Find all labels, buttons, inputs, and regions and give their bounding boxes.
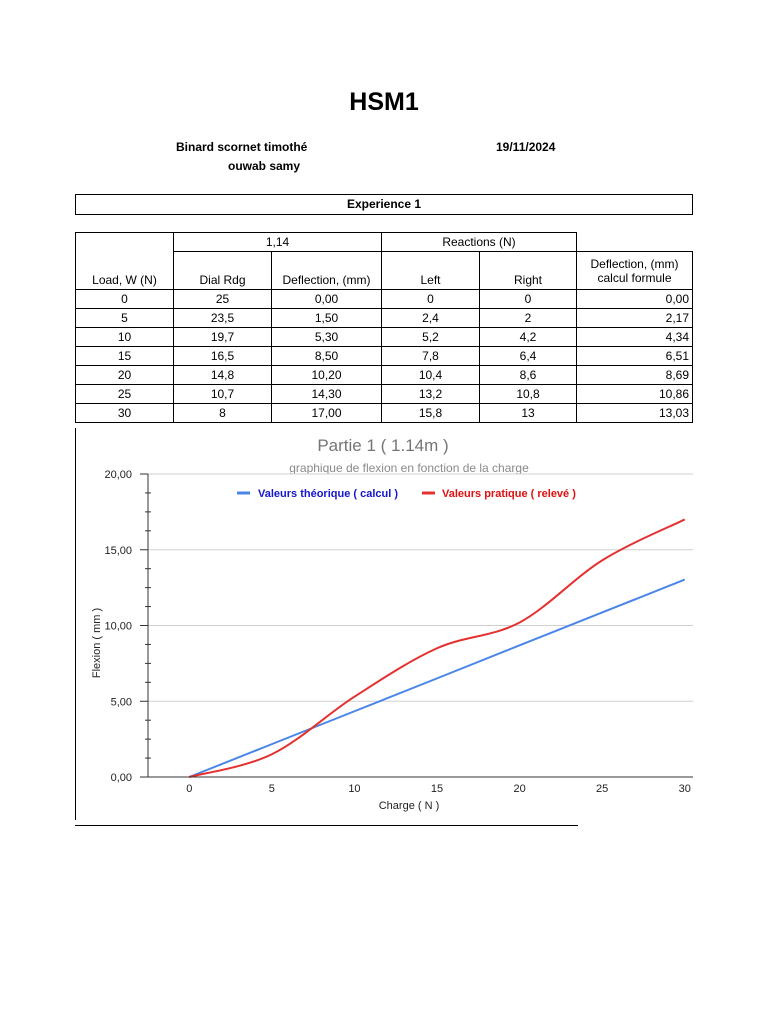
table-cell: 30 [75,403,174,423]
table-cell: 16,5 [173,346,272,366]
table-row: 25 10,7 14,30 13,2 10,8 10,86 [75,384,693,404]
x-tick-label: 10 [348,783,360,795]
table-cell: 15,8 [381,403,480,423]
grid-layer [148,473,693,702]
table-cell: 4,34 [576,327,693,347]
x-tick-label: 5 [269,783,275,795]
chart-bottom-border [75,825,578,826]
table-cell: 19,7 [173,327,272,347]
table-cell: 25 [173,289,272,309]
x-tick-label: 0 [186,783,192,795]
series-line [188,578,686,778]
y-tick-label: 0,00 [111,772,132,784]
chart-title: Partie 1 ( 1.14m ) [317,436,448,455]
table-cell: 10 [75,327,174,347]
col-header-load: Load, W (N) [75,232,174,290]
table-cell: 5,30 [271,327,382,347]
col-header-left: Left [381,251,480,290]
table-cell: 8 [173,403,272,423]
table-cell: 23,5 [173,308,272,328]
blank-cell [577,233,693,252]
author-name-2: ouwab samy [228,159,301,173]
table-cell: 20 [75,365,174,385]
y-tick-label: 5,00 [111,696,132,708]
table-cell: 14,8 [173,365,272,385]
table-cell: 6,4 [479,346,577,366]
table-cell: 13,03 [576,403,693,423]
table-row: 30 8 17,00 15,8 13 13,03 [75,403,693,423]
document-title: HSM1 [349,88,419,116]
table-cell: 0 [381,289,480,309]
axis-layer: 0,00 5,00 10,00 15,00 20,00 0 5 10 15 20 25 30 [104,469,693,795]
x-tick-label: 15 [431,783,443,795]
table-cell: 0 [75,289,174,309]
table-cell: 0,00 [271,289,382,309]
table-cell: 8,50 [271,346,382,366]
x-tick-label: 25 [596,783,608,795]
table-cell: 2,17 [576,308,693,328]
table-cell: 8,69 [576,365,693,385]
chart-left-border [75,428,76,820]
x-tick-label: 20 [513,783,525,795]
chart-svg: Partie 1 ( 1.14m ) graphique de flexion … [91,436,693,812]
table-cell: 10,7 [173,384,272,404]
x-tick-label: 30 [679,783,691,795]
group-header-reactions: Reactions (N) [381,232,577,252]
table-cell: 2,4 [381,308,480,328]
series-layer [188,518,686,778]
y-tick-label: 20,00 [104,469,132,481]
document-date: 19/11/2024 [496,140,556,154]
table-cell: 8,6 [479,365,577,385]
x-axis-title: Charge ( N ) [379,800,440,812]
table-cell: 25 [75,384,174,404]
table-cell: 10,4 [381,365,480,385]
table-cell: 4,2 [479,327,577,347]
legend-label: Valeurs théorique ( calcul ) [258,488,398,500]
table-row: 10 19,7 5,30 5,2 4,2 4,34 [75,327,693,347]
table-cell: 10,86 [576,384,693,404]
table-row: 0 25 0,00 0 0 0,00 [75,289,693,309]
col-header-right: Right [479,251,577,290]
deflection-chart: Partie 1 ( 1.14m ) graphique de flexion … [75,428,695,824]
col-header-dial: Dial Rdg [173,251,272,290]
col-header-calc-deflection: Deflection, (mm) calcul formule [576,251,693,290]
table-cell: 0,00 [576,289,693,309]
y-axis-title: Flexion ( mm ) [91,608,103,678]
experiment-label: Experience 1 [75,194,693,215]
table-cell: 10,8 [479,384,577,404]
table-cell: 14,30 [271,384,382,404]
table-cell: 15 [75,346,174,366]
table-cell: 13 [479,403,577,423]
table-cell: 5,2 [381,327,480,347]
table-cell: 7,8 [381,346,480,366]
table-cell: 0 [479,289,577,309]
table-cell: 6,51 [576,346,693,366]
table-row: 15 16,5 8,50 7,8 6,4 6,51 [75,346,693,366]
chart-legend: Valeurs théorique ( calcul ) Valeurs prat… [237,488,576,500]
series-line [189,518,686,778]
legend-label: Valeurs pratique ( relevé ) [442,488,576,500]
table-cell: 2 [479,308,577,328]
data-table: Load, W (N) 1,14 Reactions (N) Dial Rdg … [75,232,693,423]
table-row: 5 23,5 1,50 2,4 2 2,17 [75,308,693,328]
table-cell: 17,00 [271,403,382,423]
table-row: 20 14,8 10,20 10,4 8,6 8,69 [75,365,693,385]
table-cell: 13,2 [381,384,480,404]
group-header-span: 1,14 [173,232,382,252]
table-cell: 5 [75,308,174,328]
author-name-1: Binard scornet timothé [176,140,308,154]
col-header-deflection: Deflection, (mm) [271,251,382,290]
table-cell: 10,20 [271,365,382,385]
table-cell: 1,50 [271,308,382,328]
y-tick-label: 10,00 [104,621,132,633]
chart-subtitle: graphique de flexion en fonction de la c… [289,461,529,475]
y-tick-label: 15,00 [104,545,132,557]
